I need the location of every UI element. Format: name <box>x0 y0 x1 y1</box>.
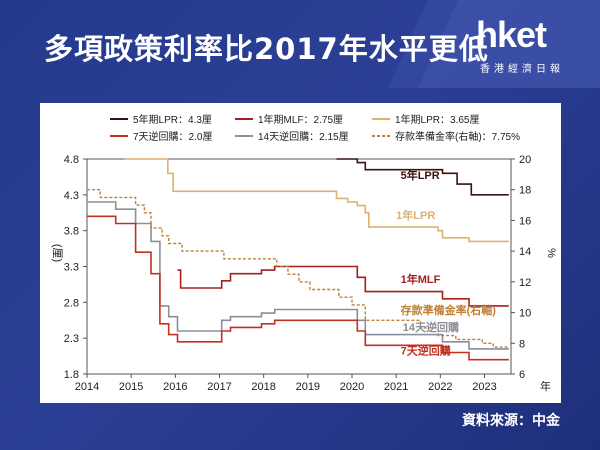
brand-logo-subtitle: 香港經濟日報 <box>480 64 564 75</box>
series-line-rrr <box>87 189 509 348</box>
x-tick-label: 2015 <box>119 381 143 393</box>
series-annotation-lpr1: 1年LPR <box>396 208 435 222</box>
series-annotation-lpr5: 5年LPR <box>401 168 440 182</box>
y-left-axis-label: (厘) <box>51 244 63 262</box>
page-title: 多項政策利率比2017年水平更低 <box>44 32 489 66</box>
series-line-lpr1 <box>124 158 509 243</box>
header-banner: 多項政策利率比2017年水平更低 hket 香港經濟日報 <box>0 0 600 88</box>
x-tick-label: 2022 <box>428 381 452 393</box>
x-axis-unit: 年 <box>540 379 551 393</box>
y-right-tick-label: 18 <box>519 185 531 197</box>
series-line-rev14 <box>87 201 509 350</box>
y-right-tick-label: 20 <box>519 154 531 166</box>
y-right-tick-label: 8 <box>519 338 525 350</box>
legend-label-rrr: 存款準備金率(右軸)：7.75% <box>395 130 520 143</box>
x-tick-label: 2018 <box>251 381 275 393</box>
series-annotation-rev7: 7天逆回購 <box>401 344 451 358</box>
header-decoration <box>388 0 600 88</box>
y-right-tick-label: 16 <box>519 215 531 227</box>
y-left-tick-label: 3.3 <box>64 262 79 274</box>
y-right-tick-label: 6 <box>519 369 525 381</box>
series-line-lpr5 <box>336 158 509 196</box>
series-annotation-rev14: 14天逆回購 <box>403 320 459 334</box>
x-tick-label: 2017 <box>207 381 231 393</box>
x-tick-label: 2019 <box>296 381 320 393</box>
y-left-tick-label: 4.8 <box>64 154 79 166</box>
series-annotation-rrr: 存款準備金率(右軸) <box>401 303 497 317</box>
y-left-tick-label: 1.8 <box>64 369 79 381</box>
chart-axes: 2014 2015 2016 2017 2018 2019 2020 2021 2022 2023… <box>51 154 557 393</box>
series-line-mlf1 <box>177 265 509 307</box>
chart-series <box>87 158 509 361</box>
series-annotation-mlf1: 1年MLF <box>401 272 441 286</box>
chart-panel: 5年期LPR：4.3厘 1年期MLF：2.75厘 1年期LPR：3.65厘 7天逆回購… <box>40 103 561 403</box>
y-left-tick-label: 4.3 <box>64 190 79 202</box>
x-tick-label: 2023 <box>472 381 496 393</box>
y-right-tick-label: 14 <box>519 246 531 258</box>
legend-label-lpr5: 5年期LPR：4.3厘 <box>133 113 212 126</box>
legend-label-rev7: 7天逆回購：2.0厘 <box>133 130 212 143</box>
y-right-axis-label: % <box>545 248 557 258</box>
x-tick-label: 2021 <box>384 381 408 393</box>
chart-annotations: 5年LPR 1年LPR 1年MLF 存款準備金率(右軸) 14天逆回購 7天逆回購 <box>396 168 496 358</box>
brand-logo: hket <box>476 14 547 55</box>
x-tick-label: 2020 <box>340 381 364 393</box>
y-right-tick-label: 12 <box>519 277 531 289</box>
rate-chart: 5年期LPR：4.3厘 1年期MLF：2.75厘 1年期LPR：3.65厘 7天逆回購… <box>51 113 557 393</box>
y-left-tick-label: 2.3 <box>64 333 79 345</box>
source-note: 資料來源：中金 <box>462 413 560 429</box>
series-line-rev7 <box>87 215 509 361</box>
y-left-tick-label: 3.8 <box>64 226 79 238</box>
legend-label-mlf1: 1年期MLF：2.75厘 <box>258 113 343 126</box>
y-left-tick-label: 2.8 <box>64 297 79 309</box>
legend-label-lpr1: 1年期LPR：3.65厘 <box>395 113 479 126</box>
legend-label-rev14: 14天逆回購：2.15厘 <box>258 130 349 143</box>
chart-legend: 5年期LPR：4.3厘 1年期MLF：2.75厘 1年期LPR：3.65厘 7天逆回購… <box>110 113 520 143</box>
y-right-tick-label: 10 <box>519 308 531 320</box>
x-tick-label: 2014 <box>75 381 99 393</box>
x-tick-label: 2016 <box>163 381 187 393</box>
